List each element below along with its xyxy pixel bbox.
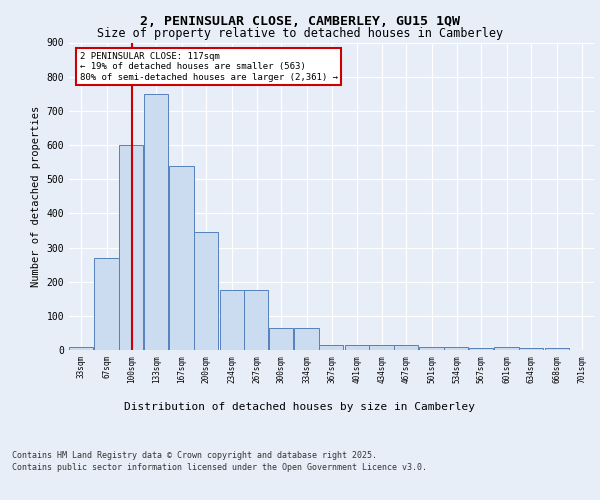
Y-axis label: Number of detached properties: Number of detached properties [31,106,41,287]
Text: Distribution of detached houses by size in Camberley: Distribution of detached houses by size … [125,402,476,412]
Bar [494,346,518,350]
Text: Size of property relative to detached houses in Camberley: Size of property relative to detached ho… [97,28,503,40]
Text: Contains public sector information licensed under the Open Government Licence v3: Contains public sector information licen… [12,463,427,472]
Bar [269,328,293,350]
Text: 2 PENINSULAR CLOSE: 117sqm
← 19% of detached houses are smaller (563)
80% of sem: 2 PENINSULAR CLOSE: 117sqm ← 19% of deta… [79,52,337,82]
Bar [244,290,268,350]
Text: 2, PENINSULAR CLOSE, CAMBERLEY, GU15 1QW: 2, PENINSULAR CLOSE, CAMBERLEY, GU15 1QW [140,15,460,28]
Bar [394,345,418,350]
Text: Contains HM Land Registry data © Crown copyright and database right 2025.: Contains HM Land Registry data © Crown c… [12,450,377,460]
Bar [119,145,143,350]
Bar [194,232,218,350]
Bar [144,94,168,350]
Bar [344,345,369,350]
Bar [69,346,93,350]
Bar [370,345,394,350]
Bar [295,328,319,350]
Bar [319,345,343,350]
Bar [220,290,244,350]
Bar [94,258,119,350]
Bar [469,348,493,350]
Bar [419,346,444,350]
Bar [444,346,469,350]
Bar [545,348,569,350]
Bar [169,166,194,350]
Bar [519,348,544,350]
